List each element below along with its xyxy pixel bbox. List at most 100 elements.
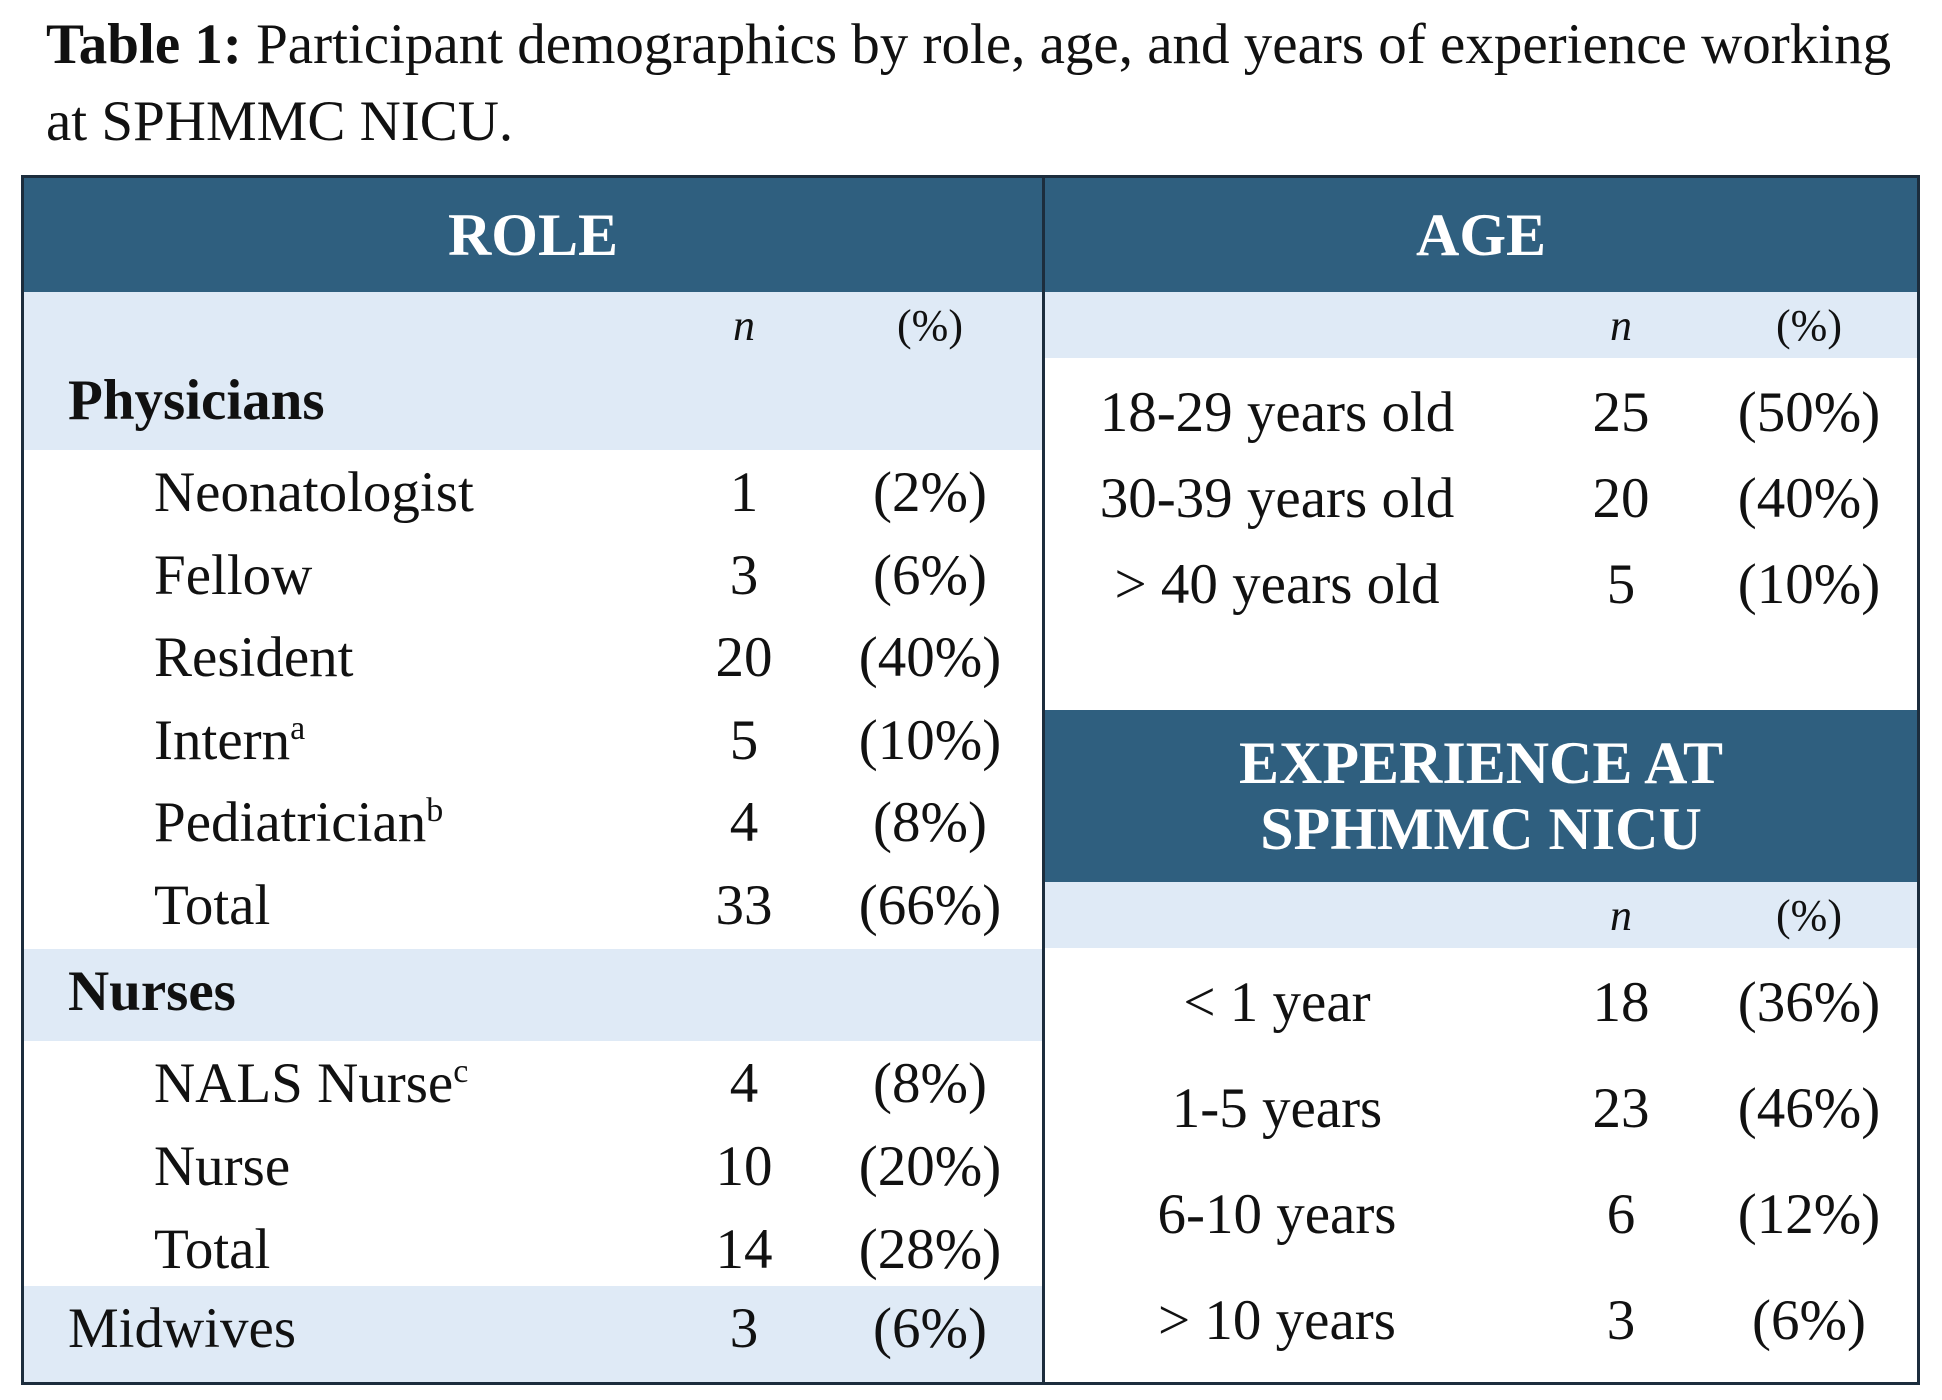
experience-row-label: 1-5 years <box>1171 1077 1383 1140</box>
role-group-row: Nurses <box>24 949 1042 1041</box>
experience-col-n: n <box>1610 891 1632 940</box>
role-row: Interna 5 (10%) <box>24 698 1042 782</box>
role-panel: ROLE n (%) Physicians Neonatologist 1 (2%) F… <box>24 178 1042 1382</box>
role-row-label: NALS Nursec <box>154 1051 468 1116</box>
experience-row-n: 23 <box>1592 1077 1650 1140</box>
experience-row-label: < 1 year <box>1183 971 1371 1034</box>
age-subheader: n (%) <box>1045 292 1917 358</box>
role-row-n: 33 <box>715 873 773 937</box>
table-caption: Table 1: Participant demographics by rol… <box>46 6 1926 160</box>
role-col-pct: (%) <box>897 301 963 350</box>
role-group-name: Physicians <box>68 369 325 432</box>
role-row-pct: (10%) <box>858 708 1002 772</box>
experience-row-n: 6 <box>1606 1183 1636 1246</box>
role-row-n: 1 <box>729 461 759 524</box>
role-row-pct: (20%) <box>858 1135 1002 1198</box>
caption-text: Participant demographics by role, age, a… <box>46 13 1892 153</box>
age-header: AGE <box>1045 178 1917 292</box>
age-row-pct: (10%) <box>1737 553 1881 616</box>
age-col-n: n <box>1610 301 1632 350</box>
role-row-pct: (8%) <box>873 1052 987 1115</box>
role-row-label: Interna <box>154 708 305 773</box>
experience-col-pct: (%) <box>1776 891 1842 940</box>
experience-row-pct: (12%) <box>1737 1183 1881 1246</box>
experience-row-pct: (36%) <box>1737 971 1881 1034</box>
role-midwives-row: Midwives 3 (6%) <box>24 1286 1042 1382</box>
role-subheader: n (%) <box>24 292 1042 358</box>
role-row-pct: (66%) <box>858 873 1002 937</box>
experience-header-line2: SPHMMC NICU <box>1260 796 1702 862</box>
age-row-pct: (40%) <box>1737 467 1881 530</box>
age-row-label: > 40 years old <box>1114 553 1440 616</box>
role-row: NALS Nursec 4 (8%) <box>24 1041 1042 1125</box>
role-row-label: Total <box>154 1217 270 1282</box>
role-row-pct: (8%) <box>873 791 987 854</box>
experience-row-n: 3 <box>1606 1289 1636 1352</box>
experience-row: > 10 years 3 (6%) <box>1045 1278 1917 1384</box>
role-group-name: Nurses <box>68 960 236 1023</box>
role-row-label: Total <box>154 873 270 938</box>
age-row-n: 20 <box>1592 467 1650 530</box>
demographics-table: ROLE n (%) Physicians Neonatologist 1 (2%) F… <box>21 175 1920 1385</box>
footnote-marker: b <box>426 792 444 829</box>
age-row-pct: (50%) <box>1737 381 1881 444</box>
role-row-label: Pediatricianb <box>154 790 443 855</box>
experience-header: EXPERIENCE AT SPHMMC NICU <box>1045 710 1917 882</box>
age-col-pct: (%) <box>1776 301 1842 350</box>
role-row-n: 20 <box>715 626 773 689</box>
role-group-row: Physicians <box>24 358 1042 450</box>
role-row-label: Fellow <box>154 543 312 608</box>
role-row-n: 10 <box>715 1135 773 1198</box>
experience-row: < 1 year 18 (36%) <box>1045 960 1917 1066</box>
role-midwives-n: 3 <box>729 1297 759 1360</box>
experience-row-pct: (6%) <box>1752 1289 1866 1352</box>
role-row-label-text: Total <box>154 1218 271 1281</box>
role-row-n: 4 <box>729 791 759 854</box>
role-col-n: n <box>733 301 755 350</box>
column-divider <box>1042 178 1045 1382</box>
role-row-n: 5 <box>729 708 759 772</box>
role-row-pct: (6%) <box>873 543 987 607</box>
role-row: Pediatricianb 4 (8%) <box>24 780 1042 864</box>
age-panel: AGE n (%) 18-29 years old 25 (50%) 30-39 ye… <box>1045 178 1917 1382</box>
role-row-label: Neonatologist <box>154 460 474 525</box>
experience-header-line1: EXPERIENCE AT <box>1239 730 1723 796</box>
role-row-pct: (2%) <box>873 461 987 524</box>
role-row-pct: (28%) <box>858 1218 1002 1281</box>
age-row: > 40 years old 5 (10%) <box>1045 546 1917 632</box>
experience-row: 6-10 years 6 (12%) <box>1045 1172 1917 1278</box>
role-row-label-text: Resident <box>154 626 354 689</box>
age-row-label: 18-29 years old <box>1099 381 1455 444</box>
role-row: Neonatologist 1 (2%) <box>24 450 1042 534</box>
role-row: Nurse 10 (20%) <box>24 1124 1042 1208</box>
role-row-n: 3 <box>729 543 759 607</box>
role-row-n: 14 <box>715 1218 773 1281</box>
age-row-n: 5 <box>1606 553 1636 616</box>
role-row-label-text: Neonatologist <box>154 461 474 524</box>
role-row-pct: (40%) <box>858 626 1002 689</box>
role-row-label-text: NALS Nurse <box>154 1052 454 1115</box>
age-row-label: 30-39 years old <box>1099 467 1455 530</box>
role-row-label-text: Fellow <box>154 543 313 607</box>
experience-row-label: > 10 years <box>1158 1289 1396 1352</box>
role-row-label-text: Intern <box>154 708 291 772</box>
role-midwives-label: Midwives <box>68 1297 296 1360</box>
age-row: 18-29 years old 25 (50%) <box>1045 374 1917 460</box>
role-row-label-text: Total <box>154 873 271 937</box>
role-row-label: Nurse <box>154 1134 290 1199</box>
caption-label: Table 1: <box>46 13 242 76</box>
experience-row-label: 6-10 years <box>1157 1183 1397 1246</box>
footnote-marker: a <box>290 709 306 747</box>
role-row-label: Resident <box>154 625 353 690</box>
role-row-n: 4 <box>729 1052 759 1115</box>
role-midwives-pct: (6%) <box>873 1297 987 1360</box>
role-row-label-text: Pediatrician <box>154 791 427 854</box>
footnote-marker: c <box>453 1053 469 1090</box>
role-row: Fellow 3 (6%) <box>24 533 1042 617</box>
experience-row: 1-5 years 23 (46%) <box>1045 1066 1917 1172</box>
age-row: 30-39 years old 20 (40%) <box>1045 460 1917 546</box>
age-row-n: 25 <box>1592 381 1650 444</box>
role-row-label-text: Nurse <box>154 1135 291 1198</box>
experience-row-pct: (46%) <box>1737 1077 1881 1140</box>
experience-subheader: n (%) <box>1045 882 1917 948</box>
